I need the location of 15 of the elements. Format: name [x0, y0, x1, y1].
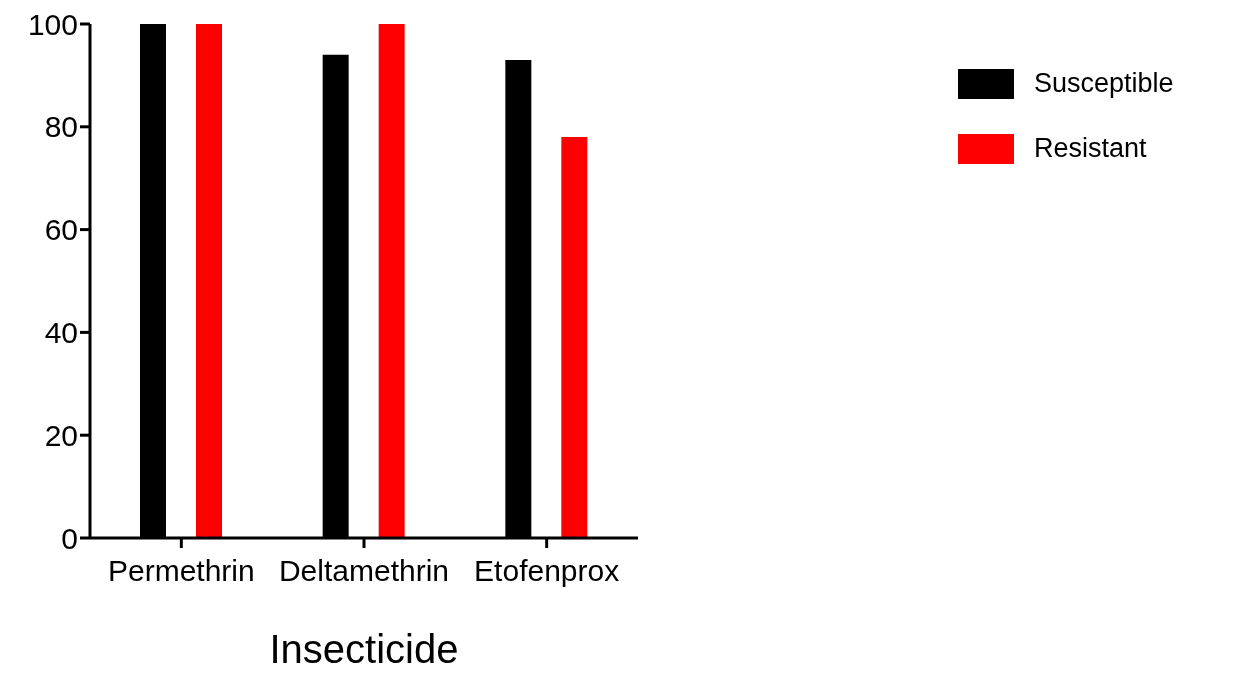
x-axis-title: Insecticide — [269, 627, 459, 671]
bar — [561, 137, 588, 538]
x-tick-label: Permethrin — [107, 554, 255, 588]
y-tick-label: 80 — [44, 110, 78, 144]
y-tick-label: 0 — [61, 521, 78, 555]
x-tick-label: Etofenprox — [474, 554, 620, 588]
y-tick-label: 100 — [27, 7, 78, 41]
x-tick-label: Deltamethrin — [278, 554, 450, 588]
bar — [196, 24, 222, 538]
y-tick-label: 40 — [44, 316, 78, 350]
bar — [378, 24, 405, 538]
y-tick-label: 20 — [44, 418, 78, 452]
legend-label: Resistant — [1034, 133, 1147, 164]
y-tick-label: 60 — [44, 213, 78, 247]
legend-label: Susceptible — [1034, 68, 1174, 99]
